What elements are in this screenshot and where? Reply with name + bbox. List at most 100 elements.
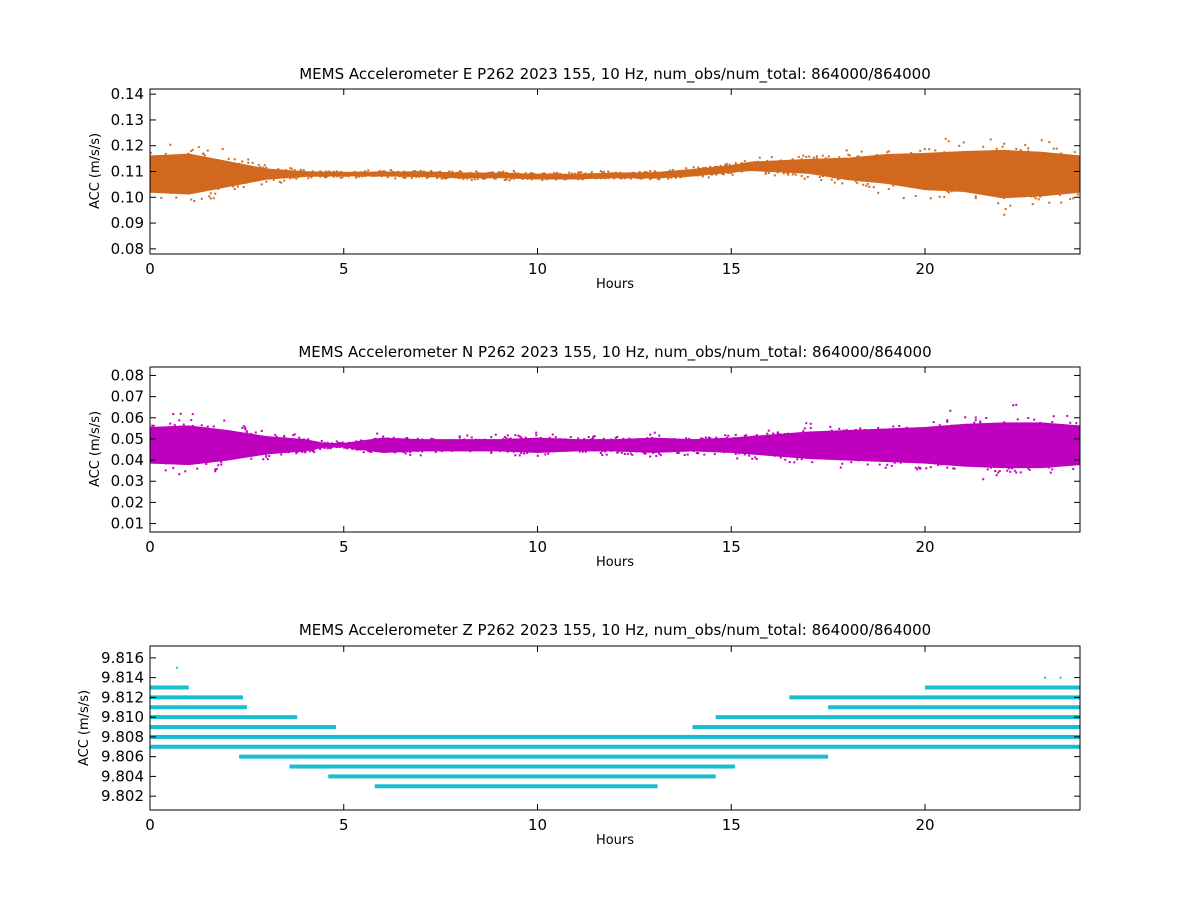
data-column	[587, 439, 590, 452]
data-point	[515, 174, 518, 177]
data-point	[412, 173, 415, 176]
data-point	[992, 431, 995, 434]
data-column	[623, 438, 626, 452]
data-point	[697, 166, 700, 169]
data-point	[440, 450, 443, 453]
data-point	[790, 453, 793, 456]
data-point	[848, 173, 851, 176]
data-point	[604, 173, 607, 176]
data-point	[392, 448, 395, 451]
data-point	[868, 172, 871, 175]
data-column	[986, 150, 989, 196]
data-column	[1025, 151, 1028, 198]
data-column	[1048, 423, 1051, 468]
data-column	[1019, 422, 1022, 469]
data-point	[766, 451, 769, 454]
data-point	[367, 450, 370, 453]
data-point	[172, 187, 175, 190]
data-point	[335, 170, 338, 173]
data-point	[178, 164, 181, 167]
data-point	[575, 442, 578, 445]
data-column	[809, 431, 812, 460]
data-point	[257, 440, 260, 443]
data-point	[895, 174, 898, 177]
data-point	[811, 442, 814, 445]
data-column	[208, 157, 211, 191]
data-point	[482, 438, 485, 441]
data-point	[1055, 189, 1058, 192]
data-point	[439, 175, 442, 178]
data-point	[919, 457, 922, 460]
data-point	[794, 444, 797, 447]
data-point	[685, 169, 688, 172]
data-point	[835, 173, 838, 176]
data-point	[275, 176, 278, 179]
data-point	[368, 448, 371, 451]
data-point	[857, 459, 860, 462]
data-column	[1051, 423, 1054, 468]
data-point	[172, 466, 175, 469]
data-point	[869, 441, 872, 444]
data-point	[223, 174, 226, 177]
data-column	[371, 171, 374, 177]
data-point	[563, 175, 566, 178]
data-point	[584, 448, 587, 451]
data-point	[214, 470, 217, 473]
data-point	[935, 430, 938, 433]
data-point	[304, 173, 307, 176]
data-point	[650, 173, 653, 176]
data-point	[1024, 439, 1027, 442]
data-column	[958, 424, 961, 467]
data-point	[851, 167, 854, 170]
data-point	[844, 438, 847, 441]
data-point	[962, 442, 965, 445]
data-column	[212, 158, 215, 190]
data-point	[853, 170, 856, 173]
data-point	[485, 443, 488, 446]
data-point	[538, 448, 541, 451]
data-point	[412, 445, 415, 448]
data-column	[1046, 422, 1049, 468]
data-point	[715, 166, 718, 169]
data-point	[150, 447, 152, 450]
data-column	[281, 169, 284, 179]
data-point	[688, 437, 691, 440]
data-point	[1025, 432, 1028, 435]
data-point	[617, 173, 620, 176]
data-point	[634, 449, 637, 452]
data-column	[404, 438, 407, 452]
data-column	[869, 429, 872, 462]
data-point	[445, 441, 448, 444]
data-point	[838, 436, 841, 439]
data-point	[814, 162, 817, 165]
data-column	[872, 429, 875, 462]
data-point	[983, 446, 986, 449]
data-point	[365, 443, 368, 446]
data-point	[250, 444, 253, 447]
data-point	[253, 443, 256, 446]
data-point	[809, 159, 812, 162]
data-point	[565, 441, 568, 444]
data-point	[764, 435, 767, 438]
data-point	[214, 180, 217, 183]
data-point	[625, 175, 628, 178]
data-column	[944, 425, 947, 466]
data-point	[1072, 461, 1075, 464]
data-point	[847, 451, 850, 454]
data-column	[1019, 150, 1022, 198]
data-point	[488, 176, 491, 179]
data-point	[251, 453, 254, 456]
data-point	[607, 446, 610, 449]
data-column	[427, 439, 430, 452]
data-point	[959, 155, 962, 158]
data-point	[517, 174, 520, 177]
data-point	[602, 437, 605, 440]
data-point	[584, 175, 587, 178]
data-point	[364, 171, 367, 174]
data-point	[150, 166, 152, 169]
data-column	[818, 431, 821, 460]
data-point	[985, 439, 988, 442]
data-point	[1022, 459, 1025, 462]
data-point	[869, 170, 872, 173]
data-point	[386, 175, 389, 178]
